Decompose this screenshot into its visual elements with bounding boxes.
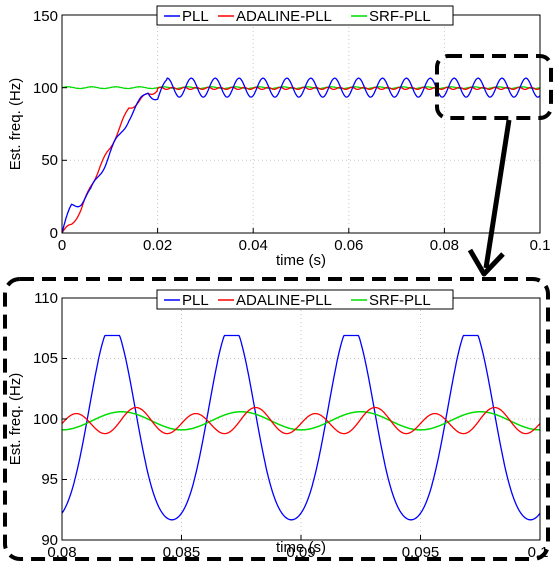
- bottom-series-srf-pll: [62, 410, 540, 431]
- top-plot-area: [62, 15, 540, 233]
- bottom-grid: [62, 298, 540, 540]
- bottom-ytick-label: 90: [41, 532, 58, 549]
- bottom-xtick-label: 0.08: [47, 544, 76, 561]
- top-legend-label-srf-pll: SRF-PLL: [369, 8, 431, 25]
- top-grid: [62, 15, 540, 233]
- top-xtick-label: 0.02: [143, 237, 172, 254]
- bottom-ytick-label: 100: [33, 411, 58, 428]
- top-xtick-label: 0.1: [530, 237, 551, 254]
- bottom-ytick-label: 105: [33, 350, 58, 367]
- bottom-ytick-label: 95: [41, 471, 58, 488]
- top-ytick-label: 0: [50, 225, 58, 242]
- top-ytick-label: 50: [41, 152, 58, 169]
- bottom-legend-label-srf-pll: SRF-PLL: [369, 292, 431, 309]
- top-ytick-label: 100: [33, 80, 58, 97]
- top-ylabel: Est. freq. (Hz): [7, 78, 24, 171]
- bottom-ticks: [62, 358, 421, 540]
- bottom-series-adaline-pll: [61, 406, 541, 435]
- top-legend-label-pll: PLL: [182, 8, 209, 25]
- top-xlabel: time (s): [276, 252, 326, 269]
- zoom-highlight-box: [435, 54, 553, 120]
- bottom-legend-label-pll: PLL: [182, 292, 209, 309]
- bottom-xlabel: time (s): [276, 539, 326, 556]
- bottom-legend-label-adaline-pll: ADALINE-PLL: [236, 292, 332, 309]
- zoom-arrow-shaft: [483, 119, 512, 269]
- top-series-pll: [61, 77, 541, 234]
- zoom-panel-frame: [3, 277, 550, 561]
- bottom-xtick-label: 0.095: [402, 544, 440, 561]
- top-ytick-label: 150: [33, 8, 58, 25]
- bottom-legend-box: [156, 289, 454, 310]
- top-xtick-label: 0.06: [334, 237, 363, 254]
- bottom-plot: 0.08 0.085 0.09 0.095 0.1 90 95 100 105 …: [7, 289, 549, 561]
- bottom-xtick-label: 0.09: [286, 544, 315, 561]
- top-legend: PLL ADALINE-PLL SRF-PLL: [156, 5, 454, 26]
- bottom-legend: PLL ADALINE-PLL SRF-PLL: [156, 289, 454, 310]
- bottom-xtick-label: 0.085: [163, 544, 201, 561]
- top-ticks: [62, 87, 445, 233]
- bottom-ytick-label: 110: [34, 290, 58, 307]
- bottom-xtick-label: 0.1: [528, 544, 549, 561]
- bottom-ylabel: Est. freq. (Hz): [7, 373, 24, 466]
- top-xtick-label: 0.08: [430, 237, 459, 254]
- top-legend-box: [156, 5, 454, 26]
- top-xtick-label: 0: [58, 237, 66, 254]
- zoom-arrow-head: [467, 248, 505, 277]
- top-xtick-label: 0.04: [239, 237, 268, 254]
- bottom-series-pll: [61, 334, 541, 521]
- top-plot: 0 0.02 0.04 0.06 0.08 0.1 0 50 100 150 t…: [7, 5, 551, 269]
- top-legend-label-adaline-pll: ADALINE-PLL: [236, 8, 332, 25]
